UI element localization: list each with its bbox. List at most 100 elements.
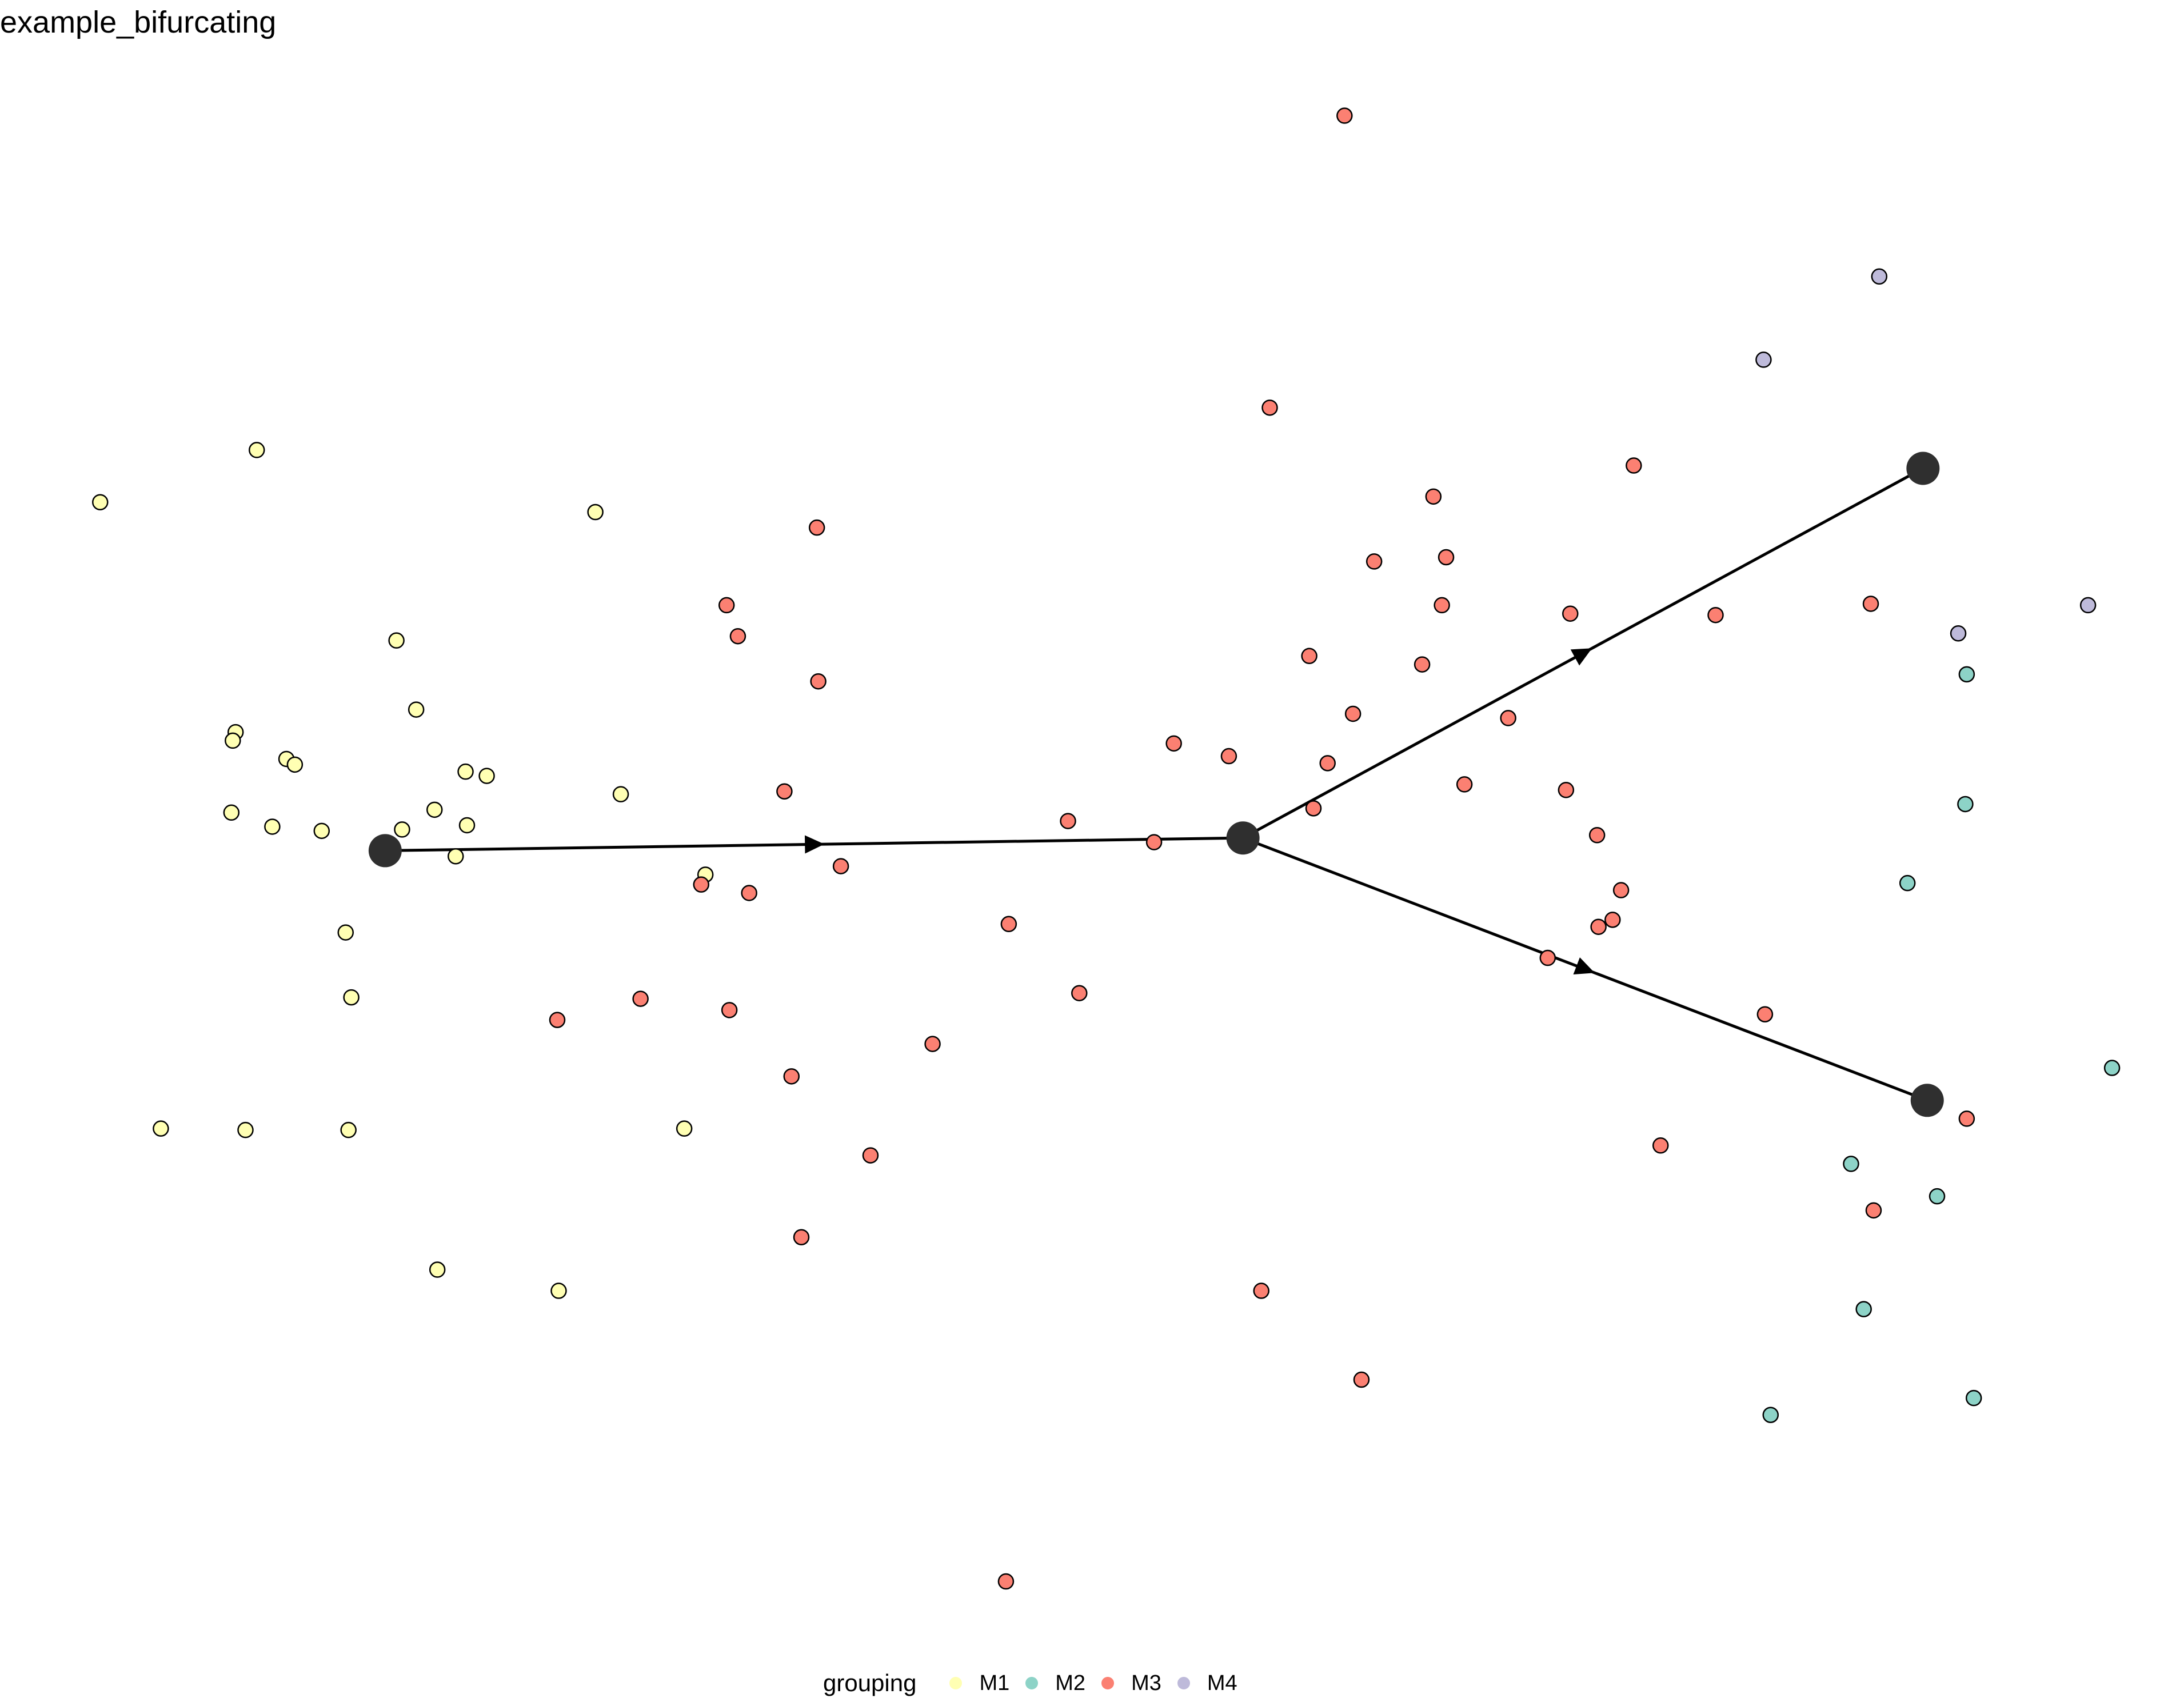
milestone-node (1906, 452, 1940, 485)
point-m2 (1965, 1389, 1982, 1407)
point-m1 (248, 442, 265, 458)
point-m1 (225, 732, 241, 749)
legend: grouping M1 M2 M3 M4 (823, 1660, 1237, 1706)
point-m3 (1652, 1137, 1669, 1154)
point-m4 (1871, 268, 1888, 285)
point-m1 (394, 821, 410, 838)
point-m3 (1434, 597, 1450, 614)
point-m3 (1626, 457, 1642, 474)
point-m3 (1539, 949, 1556, 966)
point-m1 (676, 1120, 693, 1137)
point-m3 (1000, 916, 1017, 933)
point-m3 (1604, 912, 1621, 928)
point-m2 (2103, 1060, 2121, 1076)
point-m1 (458, 817, 476, 834)
point-m3 (1958, 1110, 1975, 1127)
milestone-node (368, 834, 402, 868)
point-m3 (810, 673, 827, 690)
point-m3 (832, 858, 849, 874)
edge-arrow (1570, 648, 1592, 666)
point-m3 (862, 1147, 879, 1164)
point-m2 (1843, 1156, 1859, 1172)
point-m1 (429, 1261, 446, 1278)
point-m1 (343, 989, 360, 1006)
point-m3 (1336, 107, 1353, 124)
point-m1 (388, 632, 405, 649)
point-m3 (1562, 605, 1579, 622)
point-m3 (1060, 813, 1076, 829)
point-m3 (1862, 596, 1879, 612)
point-m3 (808, 519, 825, 536)
point-m3 (1261, 399, 1278, 416)
point-m3 (1438, 549, 1455, 566)
point-m1 (408, 701, 425, 718)
point-m1 (153, 1120, 169, 1137)
point-m3 (793, 1229, 810, 1245)
point-m3 (741, 885, 757, 901)
point-m4 (1755, 351, 1772, 368)
point-m3 (1145, 834, 1163, 850)
point-m3 (924, 1036, 941, 1052)
point-m2 (1855, 1301, 1872, 1317)
point-m3 (1305, 800, 1322, 817)
cell-points (92, 107, 2121, 1590)
legend-item-m4: M4 (1177, 1671, 1237, 1696)
point-m3 (1612, 882, 1630, 898)
milestone-node (1226, 821, 1260, 855)
legend-key-m3 (1101, 1677, 1115, 1689)
point-m1 (448, 848, 464, 865)
edge-arrow (805, 835, 825, 854)
point-m3 (549, 1012, 566, 1028)
point-m3 (1220, 748, 1237, 765)
point-m1 (223, 804, 240, 821)
point-m3 (1425, 488, 1442, 505)
chart-title: example_bifurcating (0, 5, 277, 39)
legend-item-m1: M1 (949, 1671, 1009, 1696)
legend-title: grouping (823, 1669, 917, 1696)
point-m1 (478, 768, 495, 784)
point-m3 (1165, 735, 1182, 752)
point-m2 (1958, 666, 1975, 683)
point-m1 (426, 801, 443, 818)
point-m1 (612, 786, 629, 802)
point-m3 (1865, 1202, 1882, 1219)
point-m1 (337, 924, 354, 941)
point-m4 (1950, 625, 1967, 642)
point-m1 (340, 1121, 357, 1138)
point-m3 (693, 876, 710, 893)
point-m3 (1366, 553, 1383, 570)
point-m2 (1957, 796, 1974, 813)
point-m3 (1500, 710, 1516, 726)
point-m1 (237, 1121, 254, 1138)
edge-arrow (1573, 957, 1595, 974)
point-m3 (1353, 1371, 1370, 1388)
point-m3 (1344, 705, 1361, 722)
point-m3 (1414, 656, 1431, 673)
point-m3 (783, 1068, 800, 1085)
legend-label-m4: M4 (1207, 1671, 1237, 1695)
point-m3 (1253, 1283, 1269, 1299)
milestone-nodes (368, 452, 1944, 1117)
point-m3 (1071, 985, 1088, 1001)
point-m3 (997, 1573, 1015, 1590)
point-m3 (721, 1002, 738, 1018)
point-m2 (1762, 1407, 1779, 1424)
legend-key-m2 (1025, 1677, 1039, 1689)
point-m1 (313, 822, 330, 840)
legend-item-m3: M3 (1101, 1671, 1161, 1696)
legend-key-m4 (1177, 1677, 1190, 1689)
point-m3 (1707, 606, 1724, 624)
point-m3 (1756, 1006, 1774, 1022)
point-m3 (1319, 755, 1336, 772)
point-m1 (457, 763, 474, 780)
point-m3 (1558, 782, 1575, 798)
point-m2 (1899, 874, 1916, 892)
legend-label-m1: M1 (979, 1671, 1010, 1695)
point-m3 (1588, 827, 1606, 844)
point-m1 (587, 504, 604, 521)
trajectory-edges (385, 467, 1928, 1102)
point-m1 (550, 1283, 567, 1299)
point-m1 (286, 756, 304, 773)
legend-item-m2: M2 (1025, 1671, 1085, 1696)
